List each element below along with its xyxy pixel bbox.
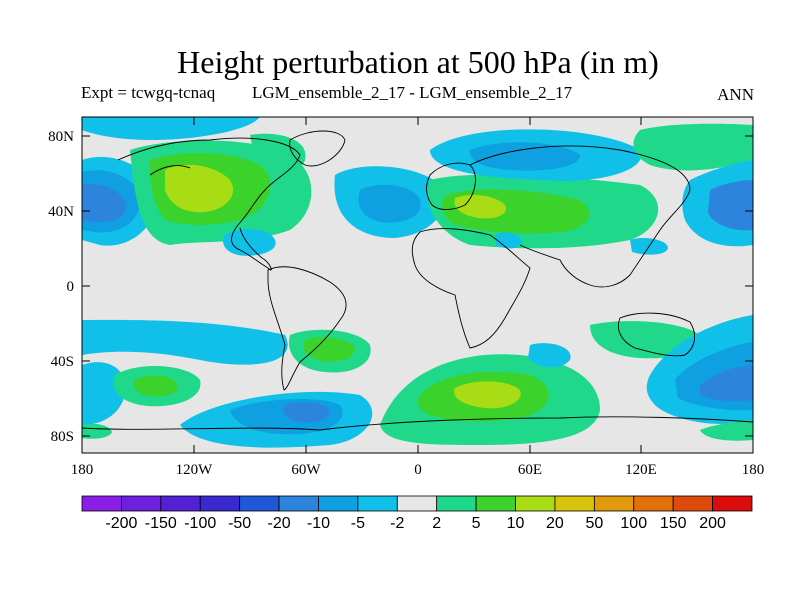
contour-arctic-left bbox=[82, 117, 260, 140]
lon-ticks bbox=[193, 117, 642, 453]
colorbar-label: -5 bbox=[351, 515, 365, 532]
contour-aus-pos bbox=[590, 321, 701, 359]
contour-npac-east-inner bbox=[708, 180, 753, 231]
ensemble-label: LGM_ensemble_2_17 - LGM_ensemble_2_17 bbox=[252, 83, 573, 102]
coast-australia bbox=[617, 312, 696, 357]
lon-label-120w: 120W bbox=[176, 462, 214, 478]
coast-north-america bbox=[117, 137, 301, 271]
colorbar-swatch bbox=[712, 495, 753, 512]
colorbar-swatch bbox=[554, 495, 595, 512]
colorbar-label: 150 bbox=[660, 515, 687, 532]
season-label: ANN bbox=[717, 85, 754, 104]
colorbar-label: 20 bbox=[546, 515, 564, 532]
colorbar-swatch bbox=[239, 495, 280, 512]
colorbar-label: 10 bbox=[507, 515, 525, 532]
lat-ticks bbox=[82, 135, 753, 437]
lon-label-180w: 180 bbox=[71, 462, 94, 478]
lon-labels: 180 120W 60W 0 60E 120E 180 bbox=[71, 462, 765, 478]
colorbar-label: -150 bbox=[145, 515, 177, 532]
colorbar-swatch bbox=[318, 495, 359, 512]
colorbar-swatch bbox=[357, 495, 398, 512]
coast-antarctica bbox=[82, 416, 753, 431]
contour-antarctic-right bbox=[700, 420, 753, 441]
contour-satl-pos-inner bbox=[303, 337, 355, 362]
coast-africa-europe bbox=[411, 162, 531, 349]
lon-label-60w: 60W bbox=[291, 462, 321, 478]
contour-sw-pac-core bbox=[700, 365, 753, 402]
colorbar-swatch bbox=[436, 495, 477, 512]
colorbar-label: 100 bbox=[620, 515, 647, 532]
colorbar-swatch bbox=[515, 495, 556, 512]
contour-greenland bbox=[250, 133, 306, 170]
contour-fill bbox=[82, 117, 753, 448]
colorbar-swatch bbox=[633, 495, 674, 512]
colorbar-label: 50 bbox=[585, 515, 603, 532]
colorbar-label: -2 bbox=[390, 515, 404, 532]
lat-labels: 80N 40N 0 40S 80S bbox=[48, 129, 74, 445]
colorbar-swatch bbox=[160, 495, 201, 512]
contour-spac-pos-inner bbox=[133, 375, 178, 397]
lat-label-80s: 80S bbox=[51, 429, 74, 445]
colorbar-swatch bbox=[593, 495, 635, 512]
lat-label-40n: 40N bbox=[48, 204, 74, 220]
lon-label-0: 0 bbox=[414, 462, 422, 478]
colorbar-label: 200 bbox=[699, 515, 726, 532]
coast-asia bbox=[469, 145, 691, 288]
contour-eurasia-core bbox=[454, 194, 506, 219]
lat-label-40s: 40S bbox=[51, 354, 74, 370]
colorbar-swatch bbox=[278, 495, 319, 512]
lon-label-120e: 120E bbox=[625, 462, 657, 478]
contour-antarctic-left bbox=[82, 423, 112, 439]
contour-soatl-core bbox=[454, 381, 521, 409]
contour-ne-asia bbox=[633, 123, 753, 171]
contour-persian-low bbox=[495, 232, 522, 249]
coastlines bbox=[82, 130, 753, 431]
contour-spac-band bbox=[82, 319, 288, 365]
colorbar-swatch bbox=[199, 495, 241, 512]
colorbar-swatch bbox=[672, 495, 713, 512]
lon-label-60e: 60E bbox=[518, 462, 542, 478]
lat-label-80n: 80N bbox=[48, 129, 74, 145]
colorbar-swatch bbox=[121, 495, 162, 512]
contour-caribbean-low bbox=[223, 228, 276, 256]
contour-namerica-pos-core bbox=[165, 164, 234, 213]
contour-sind-low bbox=[528, 343, 571, 368]
colorbar-swatch bbox=[81, 495, 122, 512]
colorbar-label: -50 bbox=[228, 515, 251, 532]
coast-greenland bbox=[289, 130, 346, 167]
colorbar-label: -20 bbox=[267, 515, 290, 532]
colorbar-label: -200 bbox=[105, 515, 137, 532]
contour-npac-west-core bbox=[82, 184, 127, 223]
colorbar-label: -10 bbox=[307, 515, 330, 532]
colorbar: -200 -150 -100 -50 -20 -10 -5 -2 2 5 10 20 50 100 150 2… bbox=[81, 495, 753, 532]
contour-natl-low-inner bbox=[358, 184, 421, 223]
contour-southern-low-core bbox=[283, 402, 330, 423]
lat-label-0: 0 bbox=[67, 279, 75, 295]
experiment-label: Expt = tcwgq-tcnaq bbox=[81, 83, 216, 102]
lon-label-180e: 180 bbox=[742, 462, 765, 478]
colorbar-swatch bbox=[475, 495, 516, 512]
chart-title: Height perturbation at 500 hPa (in m) bbox=[177, 44, 659, 80]
coast-south-america bbox=[267, 266, 347, 391]
colorbar-label: 2 bbox=[432, 515, 441, 532]
colorbar-label: 5 bbox=[472, 515, 481, 532]
contour-arctic-asia-inner bbox=[469, 142, 580, 171]
colorbar-label: -100 bbox=[184, 515, 216, 532]
colorbar-swatch bbox=[396, 495, 438, 512]
